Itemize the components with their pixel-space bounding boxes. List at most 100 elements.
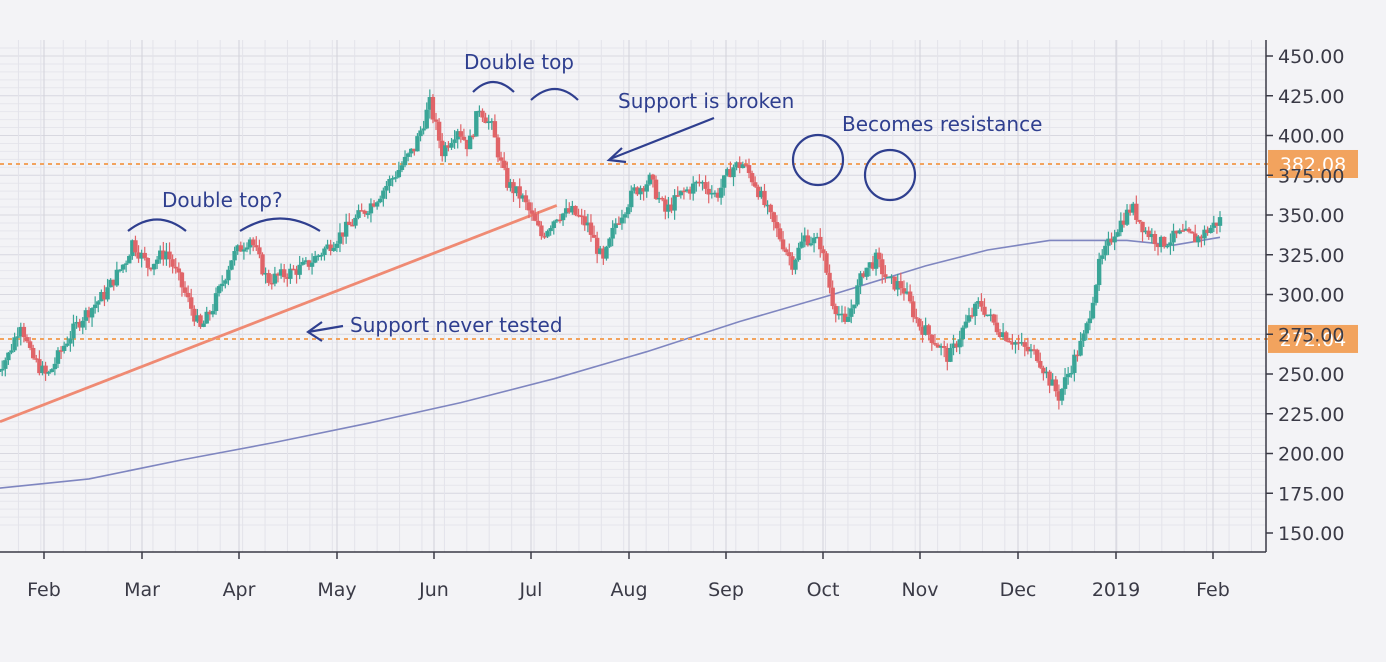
- candle-body: [486, 121, 491, 124]
- candle-body: [622, 214, 628, 218]
- candle-body: [257, 247, 262, 255]
- annotation-support-broken: Support is broken: [618, 89, 794, 113]
- candle-body: [923, 325, 928, 335]
- candle-body: [914, 317, 919, 319]
- candle-body: [855, 285, 860, 305]
- candle-body: [743, 164, 749, 166]
- y-tick-label: 175.00: [1278, 483, 1344, 505]
- candle-body: [601, 248, 606, 259]
- candle-body: [749, 173, 755, 183]
- candle-body: [861, 273, 866, 277]
- candle-body: [378, 198, 383, 203]
- candle-body: [563, 208, 569, 214]
- candle-body: [65, 343, 70, 346]
- candle-body: [709, 193, 715, 195]
- candle-body: [498, 157, 504, 161]
- candle-body: [870, 262, 876, 269]
- candle-body: [436, 121, 442, 141]
- candle-body: [529, 210, 535, 214]
- candle-body: [616, 223, 622, 225]
- candle-body: [687, 189, 693, 194]
- candle-body: [994, 322, 1000, 333]
- candle-body: [356, 210, 361, 218]
- candle-body: [911, 301, 916, 318]
- candle-body: [811, 237, 817, 244]
- candle-body: [111, 279, 116, 286]
- candle-body: [285, 277, 290, 279]
- candle-body: [901, 288, 907, 294]
- candle-body: [390, 178, 395, 180]
- candle-body: [873, 252, 879, 269]
- candle-body: [443, 145, 448, 157]
- candle-body: [61, 345, 67, 352]
- candle-body: [294, 269, 299, 275]
- annotation-becomes-resistance: Becomes resistance: [842, 112, 1042, 136]
- candle-body: [300, 261, 305, 265]
- candle-body: [836, 313, 842, 316]
- candle-body: [852, 304, 857, 309]
- candle-body: [1180, 230, 1186, 232]
- grid: [0, 40, 1266, 552]
- candle-body: [1124, 209, 1130, 225]
- candle-body: [718, 187, 724, 198]
- candle-body: [467, 135, 473, 150]
- candle-body: [46, 372, 51, 374]
- candle-body: [92, 304, 98, 309]
- candle-body: [328, 244, 333, 251]
- candle-body: [1010, 342, 1015, 345]
- candle-body: [991, 314, 996, 323]
- candles: [0, 89, 1223, 410]
- candle-body: [102, 292, 107, 300]
- candle-body: [610, 227, 615, 239]
- candle-body: [1149, 234, 1155, 238]
- candle-body: [607, 238, 612, 247]
- candle-body: [839, 313, 845, 316]
- level-tag-1: [1268, 324, 1358, 353]
- candle-body: [433, 119, 439, 122]
- candle-body: [1208, 227, 1213, 233]
- candle-body: [105, 287, 110, 300]
- candle-body: [883, 274, 888, 278]
- candle-body: [880, 259, 885, 275]
- candle-body: [49, 369, 54, 373]
- candle-body: [201, 323, 206, 327]
- candle-body: [55, 350, 61, 364]
- candle-body: [681, 190, 687, 193]
- candle-body: [954, 343, 959, 348]
- candle-body: [746, 165, 752, 174]
- candle-body: [18, 326, 23, 337]
- candle-body: [192, 308, 197, 322]
- candle-body: [644, 184, 649, 192]
- candle-body: [480, 110, 485, 118]
- support-trendline: [0, 204, 558, 424]
- candle-body: [281, 269, 287, 278]
- candle-body: [669, 204, 674, 211]
- candle-body: [588, 222, 594, 235]
- x-tick-label: 2019: [1092, 579, 1140, 601]
- candle-body: [322, 248, 327, 255]
- candle-body: [1214, 222, 1220, 226]
- candle-body: [58, 350, 64, 352]
- arc-double-top-q-2: [239, 217, 321, 232]
- candle-body: [492, 121, 498, 138]
- candle-body: [1152, 234, 1158, 245]
- candle-body: [1134, 203, 1139, 220]
- candle-body: [1100, 255, 1105, 259]
- candle-body: [969, 315, 975, 317]
- candle-body: [774, 222, 780, 229]
- y-tick-label: 250.00: [1278, 364, 1344, 386]
- candle-body: [567, 208, 572, 213]
- candle-body: [808, 243, 814, 246]
- candle-body: [805, 235, 811, 246]
- candle-body: [514, 186, 519, 194]
- candle-body: [343, 221, 349, 237]
- candle-body: [142, 252, 147, 259]
- candle-body: [867, 262, 873, 268]
- candle-body: [471, 135, 476, 138]
- y-tick-label: 425.00: [1278, 86, 1344, 108]
- candle-body: [814, 236, 820, 239]
- moving-average: [0, 236, 1221, 489]
- x-tick-label: Jul: [519, 579, 543, 601]
- candle-body: [170, 259, 175, 267]
- candle-body: [1140, 221, 1145, 233]
